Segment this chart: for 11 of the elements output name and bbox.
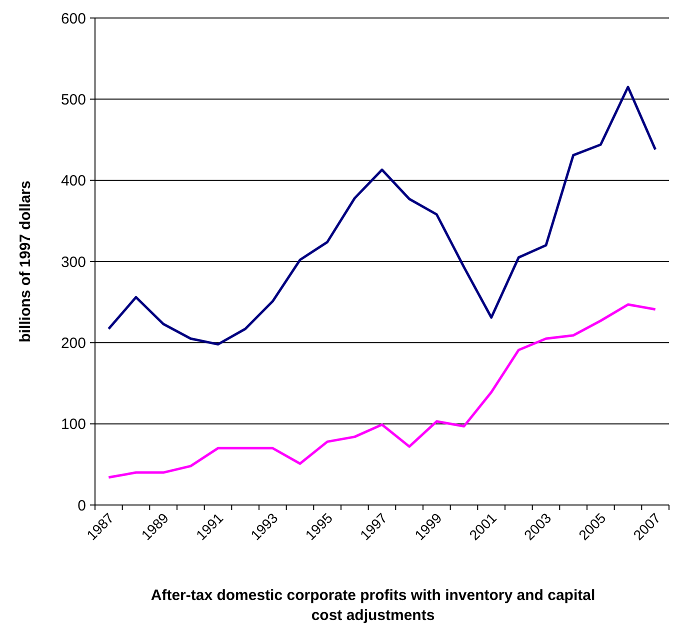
x-axis-title: After-tax domestic corporate profits with inventory and capital cost adjustments: [150, 587, 596, 624]
line-series: [107, 303, 657, 479]
y-tick-label: 500: [60, 91, 86, 108]
y-axis-title: billions of 1997 dollars: [17, 180, 34, 342]
y-tick-label: 200: [60, 334, 86, 352]
line-series: [107, 86, 657, 346]
y-tick-label: 100: [60, 416, 86, 434]
y-tick-label: 300: [60, 254, 86, 271]
y-tick-label: 0: [78, 497, 86, 514]
y-tick-label: 600: [60, 10, 86, 28]
y-tick-label: 400: [60, 172, 86, 190]
